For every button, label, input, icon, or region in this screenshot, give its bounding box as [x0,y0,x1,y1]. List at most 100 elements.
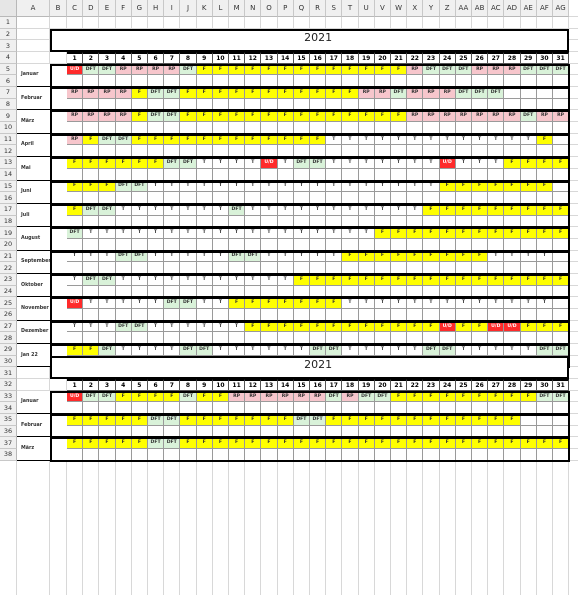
empty-cell[interactable] [520,449,537,461]
shift-cell[interactable]: F [472,414,489,426]
empty-cell[interactable] [488,238,505,251]
empty-cell[interactable] [180,122,197,134]
empty-cell[interactable] [342,449,359,461]
shift-cell[interactable]: F [261,87,278,99]
empty-cell[interactable] [407,168,424,181]
shift-cell[interactable]: T [391,157,408,169]
shift-cell[interactable]: RP [455,110,472,123]
empty-cell[interactable] [277,75,294,88]
empty-cell[interactable] [423,309,440,321]
empty-cell[interactable] [180,98,197,111]
empty-cell[interactable] [67,402,84,415]
empty-cell[interactable] [423,402,440,415]
shift-cell[interactable]: F [342,273,359,286]
shift-cell[interactable]: F [391,437,408,450]
shift-cell[interactable]: F [488,227,505,239]
shift-cell[interactable]: DFT [374,390,391,403]
empty-cell[interactable] [472,285,489,298]
empty-cell[interactable] [504,425,521,438]
empty-cell[interactable] [423,122,440,134]
empty-cell[interactable] [310,122,327,134]
shift-cell[interactable]: T [67,320,84,333]
row-header[interactable]: 7 [0,87,17,99]
shift-cell[interactable]: T [229,344,246,356]
empty-cell[interactable] [99,168,116,181]
shift-cell[interactable]: RP [407,87,424,99]
shift-cell[interactable]: F [212,414,229,426]
empty-cell[interactable] [212,238,229,251]
shift-cell[interactable]: F [212,110,229,123]
shift-cell[interactable]: T [196,320,213,333]
empty-cell[interactable] [229,285,246,298]
row-header[interactable]: 37 [0,437,17,450]
shift-cell[interactable]: F [196,110,213,123]
empty-cell[interactable] [180,168,197,181]
empty-cell[interactable] [196,309,213,321]
empty-cell[interactable] [245,98,262,111]
empty-cell[interactable] [293,75,310,88]
shift-cell[interactable]: T [439,133,456,146]
column-header[interactable]: D [83,0,100,17]
column-header[interactable]: H [148,0,165,17]
shift-cell[interactable]: F [67,157,84,169]
empty-cell[interactable] [229,238,246,251]
shift-cell[interactable]: F [488,273,505,286]
empty-cell[interactable] [439,192,456,204]
empty-cell[interactable] [245,75,262,88]
shift-cell[interactable]: F [83,133,100,146]
empty-cell[interactable] [439,332,456,345]
shift-cell[interactable]: F [342,437,359,450]
shift-cell[interactable]: F [277,414,294,426]
empty-cell[interactable] [504,262,521,274]
empty-cell[interactable] [374,75,391,88]
shift-cell[interactable]: F [391,227,408,239]
shift-cell[interactable]: F [536,203,553,216]
shift-cell[interactable]: T [261,203,278,216]
empty-cell[interactable] [536,215,553,228]
shift-cell[interactable] [553,297,570,309]
empty-cell[interactable] [148,449,165,461]
empty-cell[interactable] [99,75,116,88]
shift-cell[interactable]: F [536,133,553,146]
shift-cell[interactable]: T [196,250,213,263]
empty-cell[interactable] [212,402,229,415]
empty-cell[interactable] [261,75,278,88]
empty-cell[interactable] [374,122,391,134]
shift-cell[interactable]: T [488,157,505,169]
column-header[interactable]: Y [423,0,440,17]
empty-cell[interactable] [196,449,213,461]
shift-cell[interactable]: T [229,320,246,333]
shift-cell[interactable]: F [439,227,456,239]
shift-cell[interactable]: F [488,180,505,193]
column-header[interactable]: N [245,0,262,17]
shift-cell[interactable]: F [358,63,375,76]
shift-cell[interactable]: T [196,273,213,286]
empty-cell[interactable] [342,145,359,158]
empty-cell[interactable] [83,192,100,204]
empty-cell[interactable] [407,145,424,158]
shift-cell[interactable]: F [212,437,229,450]
shift-cell[interactable]: DFT [180,63,197,76]
empty-cell[interactable] [261,145,278,158]
shift-cell[interactable]: T [342,203,359,216]
empty-cell[interactable] [164,309,181,321]
shift-cell[interactable]: T [488,344,505,356]
empty-cell[interactable] [245,449,262,461]
empty-cell[interactable] [277,402,294,415]
empty-cell[interactable] [553,332,570,345]
empty-cell[interactable] [196,98,213,111]
empty-cell[interactable] [423,332,440,345]
shift-cell[interactable]: T [391,344,408,356]
empty-cell[interactable] [180,285,197,298]
empty-cell[interactable] [212,75,229,88]
empty-cell[interactable] [520,309,537,321]
row-header[interactable]: 20 [0,238,17,251]
shift-cell[interactable]: RP [374,87,391,99]
empty-cell[interactable] [391,285,408,298]
shift-cell[interactable]: F [472,250,489,263]
empty-cell[interactable] [423,168,440,181]
empty-cell[interactable] [261,238,278,251]
shift-cell[interactable]: DFT [164,437,181,450]
shift-cell[interactable]: F [326,437,343,450]
empty-cell[interactable] [67,332,84,345]
